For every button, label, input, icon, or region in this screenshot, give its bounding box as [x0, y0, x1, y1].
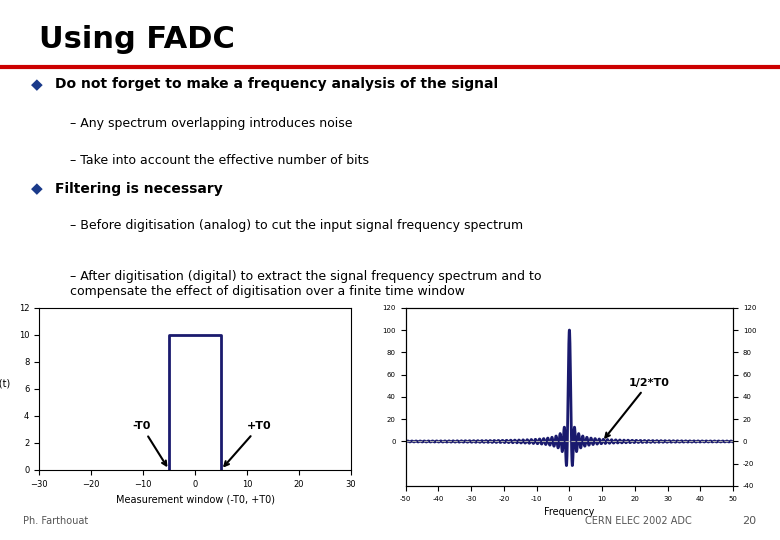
Text: CERN ELEC 2002 ADC: CERN ELEC 2002 ADC: [585, 516, 692, 526]
Text: 1/2*T0: 1/2*T0: [605, 378, 669, 437]
Text: Ph. Farthouat: Ph. Farthouat: [23, 516, 89, 526]
X-axis label: Frequency: Frequency: [544, 507, 594, 517]
Text: – Any spectrum overlapping introduces noise: – Any spectrum overlapping introduces no…: [70, 117, 353, 130]
Text: ◆: ◆: [31, 181, 43, 197]
Text: Using FADC: Using FADC: [39, 24, 235, 53]
Y-axis label: x(t): x(t): [0, 379, 11, 389]
Text: – After digitisation (digital) to extract the signal frequency spectrum and to
c: – After digitisation (digital) to extrac…: [70, 270, 541, 298]
Text: +T0: +T0: [225, 421, 271, 466]
Text: -T0: -T0: [133, 421, 166, 465]
Text: – Before digitisation (analog) to cut the input signal frequency spectrum: – Before digitisation (analog) to cut th…: [70, 219, 523, 232]
Text: 20: 20: [743, 516, 757, 526]
Text: Filtering is necessary: Filtering is necessary: [55, 181, 222, 195]
Text: Do not forget to make a frequency analysis of the signal: Do not forget to make a frequency analys…: [55, 77, 498, 91]
Text: – Take into account the effective number of bits: – Take into account the effective number…: [70, 154, 369, 167]
X-axis label: Measurement window (-T0, +T0): Measurement window (-T0, +T0): [115, 494, 275, 504]
Text: ◆: ◆: [31, 77, 43, 92]
